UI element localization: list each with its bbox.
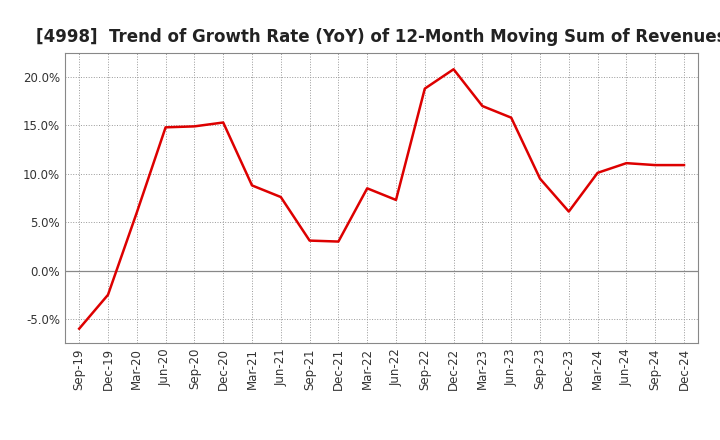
Title: [4998]  Trend of Growth Rate (YoY) of 12-Month Moving Sum of Revenues: [4998] Trend of Growth Rate (YoY) of 12-… — [36, 28, 720, 46]
